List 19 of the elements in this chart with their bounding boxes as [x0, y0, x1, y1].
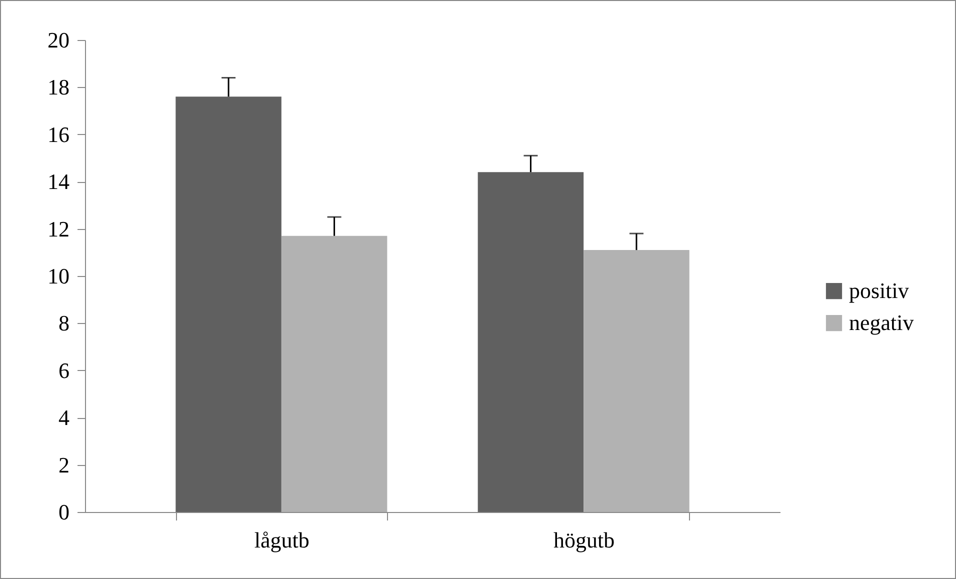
x-tick-label: lågutb: [254, 528, 310, 552]
y-tick-label: 6: [58, 358, 70, 383]
y-tick-label: 18: [48, 74, 70, 100]
y-tick-label: 12: [48, 216, 70, 242]
y-tick-label: 0: [58, 500, 70, 524]
y-tick-label: 20: [48, 28, 70, 52]
x-tick-label: högutb: [554, 528, 615, 552]
bar: [176, 96, 282, 512]
bar: [281, 236, 388, 512]
y-tick-label: 16: [48, 122, 70, 147]
y-tick-label: 10: [48, 264, 70, 288]
bar: [584, 250, 690, 512]
y-tick-label: 2: [58, 452, 70, 478]
legend-label: negativ: [849, 310, 914, 335]
y-tick-label: 4: [58, 405, 70, 430]
legend-label: positiv: [849, 278, 909, 303]
y-tick-label: 14: [48, 169, 70, 194]
bar: [478, 172, 584, 512]
y-tick-label: 8: [58, 310, 70, 336]
